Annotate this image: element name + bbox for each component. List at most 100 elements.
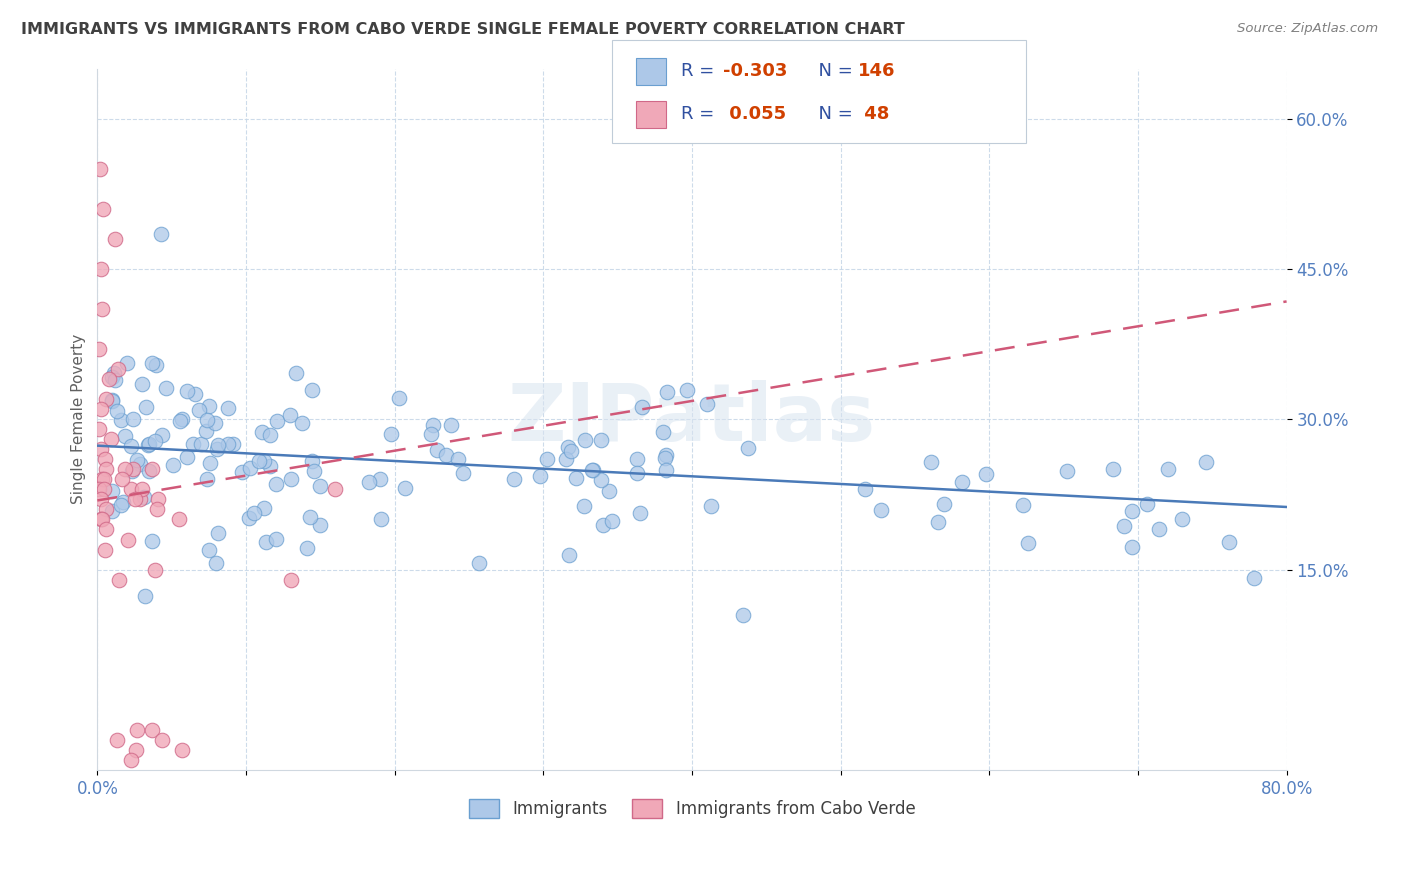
Point <box>652 425 675 439</box>
Point <box>298 509 321 524</box>
Point <box>1218 534 1240 549</box>
Point <box>122 462 145 476</box>
Point <box>169 414 191 428</box>
Point <box>120 753 142 767</box>
Point <box>141 356 163 370</box>
Point <box>143 434 166 448</box>
Point <box>205 442 228 456</box>
Point <box>103 366 125 380</box>
Point <box>195 472 218 486</box>
Point <box>254 535 277 549</box>
Point <box>733 607 755 622</box>
Point <box>114 462 136 476</box>
Point <box>247 453 270 467</box>
Point <box>101 483 124 498</box>
Point <box>591 474 613 488</box>
Point <box>388 391 411 405</box>
Point <box>1156 462 1178 476</box>
Point <box>187 402 209 417</box>
Point <box>655 449 678 463</box>
Point <box>285 366 308 380</box>
Point <box>134 491 156 505</box>
Point <box>592 517 614 532</box>
Point <box>108 573 131 587</box>
Point <box>654 450 676 465</box>
Point <box>696 397 718 411</box>
Text: N =: N = <box>807 105 859 123</box>
Point <box>129 492 152 507</box>
Point <box>138 464 160 478</box>
Point <box>101 394 124 409</box>
Point <box>170 412 193 426</box>
Point <box>176 450 198 465</box>
Point <box>136 438 159 452</box>
Point <box>114 429 136 443</box>
Point <box>87 483 110 497</box>
Text: 146: 146 <box>858 62 896 80</box>
Point <box>141 534 163 549</box>
Text: IMMIGRANTS VS IMMIGRANTS FROM CABO VERDE SINGLE FEMALE POVERTY CORRELATION CHART: IMMIGRANTS VS IMMIGRANTS FROM CABO VERDE… <box>21 22 905 37</box>
Point <box>101 504 124 518</box>
Point <box>217 437 239 451</box>
Point <box>451 466 474 480</box>
Text: 48: 48 <box>858 105 889 123</box>
Point <box>111 472 134 486</box>
Point <box>308 518 330 533</box>
Point <box>280 573 302 587</box>
Point <box>278 408 301 422</box>
Point <box>122 412 145 426</box>
Text: R =: R = <box>681 62 720 80</box>
Point <box>104 373 127 387</box>
Point <box>600 514 623 528</box>
Point <box>1102 462 1125 476</box>
Point <box>554 451 576 466</box>
Point <box>96 462 118 476</box>
Point <box>1147 522 1170 536</box>
Point <box>87 422 110 436</box>
Point <box>87 342 110 356</box>
Point <box>558 548 581 562</box>
Point <box>626 451 648 466</box>
Point <box>93 472 115 486</box>
Point <box>231 466 253 480</box>
Point <box>138 437 160 451</box>
Point <box>131 377 153 392</box>
Point <box>359 475 381 490</box>
Point <box>853 482 876 496</box>
Point <box>582 462 605 476</box>
Point <box>134 590 156 604</box>
Point <box>162 458 184 472</box>
Point <box>1012 498 1035 512</box>
Point <box>394 481 416 495</box>
Point <box>94 392 117 407</box>
Point <box>120 483 142 497</box>
Point <box>143 563 166 577</box>
Point <box>104 232 127 246</box>
Point <box>264 533 287 547</box>
Point <box>927 515 949 529</box>
Point <box>146 502 169 516</box>
Point <box>422 417 444 432</box>
Point <box>574 433 596 447</box>
Point <box>101 370 124 384</box>
Point <box>243 506 266 520</box>
Point <box>110 413 132 427</box>
Point <box>557 440 579 454</box>
Text: ZIPatlas: ZIPatlas <box>508 380 876 458</box>
Point <box>1121 504 1143 518</box>
Point <box>700 499 723 513</box>
Point <box>135 400 157 414</box>
Point <box>110 498 132 512</box>
Point <box>207 438 229 452</box>
Point <box>150 733 173 747</box>
Point <box>581 463 603 477</box>
Point <box>117 356 139 370</box>
Point <box>264 476 287 491</box>
Point <box>145 358 167 372</box>
Point <box>93 483 115 497</box>
Point <box>101 392 124 407</box>
Text: -0.303: -0.303 <box>723 62 787 80</box>
Point <box>536 451 558 466</box>
Point <box>737 442 759 456</box>
Point <box>974 467 997 481</box>
